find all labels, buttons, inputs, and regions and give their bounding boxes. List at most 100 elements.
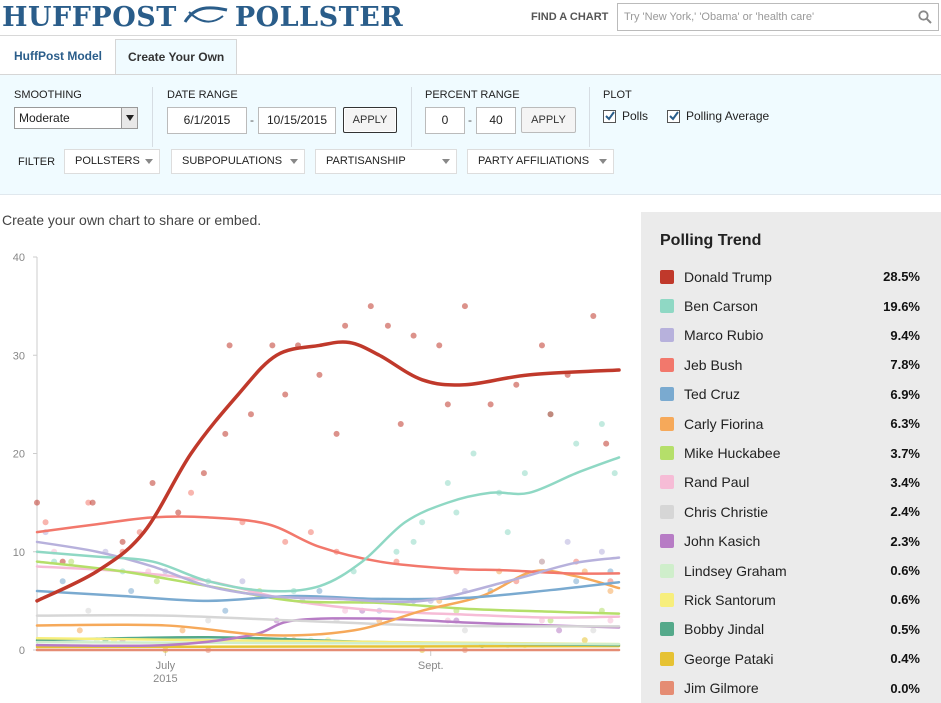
percent-max-input[interactable]: 40	[476, 107, 516, 134]
poll-point	[573, 440, 580, 447]
trend-line	[35, 640, 621, 646]
poll-point	[333, 430, 340, 437]
trend-line	[35, 560, 621, 615]
legend-name: Bobby Jindal	[684, 621, 765, 638]
poll-point	[222, 607, 229, 614]
poll-point	[461, 627, 468, 634]
legend-item[interactable]: Chris Christie 2.4%	[660, 497, 920, 526]
legend-item[interactable]: Rand Paul 3.4%	[660, 468, 920, 497]
filter-party-affiliations-dropdown[interactable]: PARTY AFFILIATIONS	[467, 149, 614, 174]
trend-line	[35, 617, 621, 648]
poll-point	[603, 440, 610, 447]
legend-item[interactable]: Lindsey Graham 0.6%	[660, 556, 920, 585]
polls-checkbox-label: Polls	[622, 109, 649, 123]
poll-point	[521, 470, 528, 477]
poll-point	[342, 322, 349, 329]
percent-apply-button[interactable]: APPLY	[521, 107, 576, 133]
legend-name: Jim Gilmore	[684, 680, 759, 697]
filter-party-affiliations-label: PARTY AFFILIATIONS	[478, 155, 590, 167]
poll-point	[538, 558, 545, 565]
legend-item[interactable]: Mike Huckabee 3.7%	[660, 438, 920, 467]
legend-item[interactable]: Marco Rubio 9.4%	[660, 321, 920, 350]
poll-point	[128, 588, 135, 595]
legend-name: Jeb Bush	[684, 356, 743, 373]
divider	[589, 87, 590, 147]
filter-subpopulations-dropdown[interactable]: SUBPOPULATIONS	[171, 149, 305, 174]
legend-value: 6.9%	[890, 386, 920, 402]
filter-label: FILTER	[18, 156, 56, 168]
legend-item[interactable]: Rick Santorum 0.6%	[660, 585, 920, 614]
legend-item[interactable]: Jim Gilmore 0.0%	[660, 673, 920, 702]
poll-point	[269, 342, 276, 349]
polling-average-checkbox[interactable]: Polling Average	[667, 109, 769, 123]
legend-item[interactable]: John Kasich 2.3%	[660, 527, 920, 556]
brand-logo[interactable]: HUFFPOST POLLSTER	[2, 1, 403, 33]
legend-value: 0.4%	[890, 651, 920, 667]
percent-min-input[interactable]: 0	[425, 107, 465, 134]
legend-item[interactable]: Carly Fiorina 6.3%	[660, 409, 920, 438]
legend-swatch	[660, 357, 674, 372]
legend-name: Ben Carson	[684, 298, 758, 315]
legend-name: Donald Trump	[684, 268, 772, 285]
smoothing-label: SMOOTHING	[14, 89, 82, 101]
poll-point	[222, 430, 229, 437]
poll-point	[573, 578, 580, 585]
legend-value: 2.4%	[890, 504, 920, 520]
poll-point	[556, 627, 563, 634]
legend-value: 28.5%	[883, 269, 920, 285]
filter-partisanship-dropdown[interactable]: PARTISANSHIP	[315, 149, 457, 174]
poll-point	[397, 421, 404, 428]
legend-name: Lindsey Graham	[684, 562, 787, 579]
legend-item[interactable]: George Pataki 0.4%	[660, 644, 920, 673]
poll-point	[487, 401, 494, 408]
legend-item[interactable]: Ben Carson 19.6%	[660, 291, 920, 320]
legend-name: Rand Paul	[684, 474, 750, 491]
poll-point	[611, 470, 618, 477]
poll-point	[34, 499, 40, 506]
poll-point	[607, 617, 614, 624]
legend-item[interactable]: Bobby Jindal 0.5%	[660, 615, 920, 644]
poll-point	[410, 332, 417, 339]
tab-create-your-own[interactable]: Create Your Own	[115, 39, 238, 74]
date-start-input[interactable]: 6/1/2015	[167, 107, 247, 134]
polls-checkbox[interactable]: Polls	[603, 109, 648, 123]
legend-swatch	[660, 681, 674, 696]
trend-line	[35, 456, 621, 593]
date-apply-button[interactable]: APPLY	[343, 107, 397, 133]
poll-point	[538, 617, 545, 624]
tab-huffpost-model[interactable]: HuffPost Model	[14, 49, 102, 63]
legend-item[interactable]: Jeb Bush 7.8%	[660, 350, 920, 379]
legend-value: 0.0%	[890, 680, 920, 696]
divider	[411, 87, 412, 147]
poll-point	[89, 499, 96, 506]
legend-item[interactable]: Ted Cruz 6.9%	[660, 380, 920, 409]
legend-value: 2.3%	[890, 533, 920, 549]
poll-point	[239, 578, 246, 585]
smoothing-select[interactable]: Moderate	[14, 107, 138, 129]
date-end-input[interactable]: 10/15/2015	[258, 107, 336, 134]
poll-point	[470, 450, 477, 457]
search-icon[interactable]	[918, 10, 932, 29]
poll-point	[188, 489, 195, 496]
y-tick-label: 0	[19, 645, 25, 657]
poll-point	[564, 538, 571, 545]
poll-point	[436, 342, 443, 349]
trend-line	[35, 644, 621, 649]
filter-pollsters-label: POLLSTERS	[75, 155, 140, 167]
legend-item[interactable]: Donald Trump 28.5%	[660, 262, 920, 291]
filter-pollsters-dropdown[interactable]: POLLSTERS	[64, 149, 160, 174]
legend-value: 19.6%	[883, 298, 920, 314]
divider	[152, 87, 153, 147]
legend-swatch	[660, 299, 674, 314]
poll-point	[393, 548, 400, 555]
poll-point	[547, 411, 554, 418]
poll-point	[607, 588, 614, 595]
poll-point	[538, 342, 545, 349]
search-input[interactable]	[618, 4, 908, 30]
intro-text: Create your own chart to share or embed.	[2, 212, 262, 228]
poll-point	[410, 538, 417, 545]
legend-swatch	[660, 475, 674, 490]
chevron-down-icon	[121, 108, 137, 128]
poll-point	[85, 607, 92, 614]
